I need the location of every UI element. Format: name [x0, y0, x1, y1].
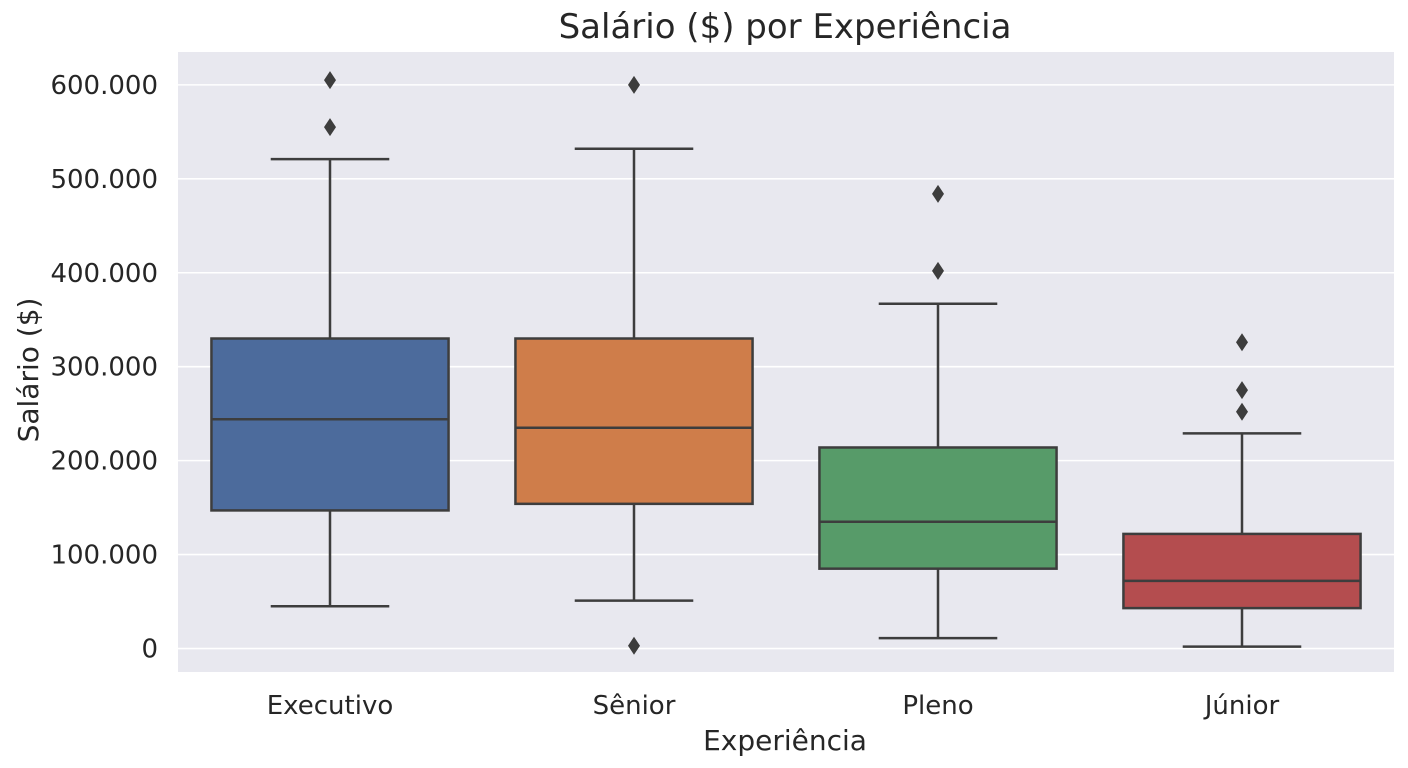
outlier-point — [932, 184, 944, 203]
outlier-point — [1236, 381, 1248, 400]
box-group — [514, 75, 754, 655]
x-tick-label: Sênior — [593, 691, 676, 721]
box-iqr — [1122, 532, 1362, 610]
y-tick-label: 300.000 — [50, 353, 158, 383]
y-tick-label: 100.000 — [50, 541, 158, 571]
box-iqr — [514, 337, 754, 506]
chart-title: Salário ($) por Experiência — [559, 7, 1012, 47]
box-group — [1122, 333, 1362, 648]
box-group — [210, 71, 450, 608]
box-iqr — [210, 337, 450, 512]
box-iqr — [818, 446, 1058, 570]
y-axis-label: Salário ($) — [12, 298, 45, 443]
y-tick-label: 0 — [141, 635, 158, 665]
y-tick-label: 600.000 — [50, 71, 158, 101]
outlier-point — [324, 71, 336, 90]
outlier-point — [628, 75, 640, 94]
y-tick-label: 200.000 — [50, 447, 158, 477]
x-tick-label: Pleno — [902, 691, 973, 721]
boxes — [210, 71, 1362, 655]
y-tick-label: 500.000 — [50, 165, 158, 195]
y-axis-ticks: 0 100.000 200.000 300.000 400.000 500.000 600.… — [50, 71, 158, 665]
x-axis-ticks: Executivo Sênior Pleno Júnior — [267, 691, 1280, 721]
x-axis-label: Experiência — [703, 724, 867, 757]
outlier-point — [628, 636, 640, 655]
y-tick-label: 400.000 — [50, 259, 158, 289]
outlier-point — [932, 261, 944, 280]
x-tick-label: Júnior — [1203, 691, 1280, 721]
outlier-point — [324, 118, 336, 137]
box-group — [818, 184, 1058, 640]
x-tick-label: Executivo — [267, 691, 394, 721]
outlier-point — [1236, 402, 1248, 421]
outlier-point — [1236, 333, 1248, 352]
